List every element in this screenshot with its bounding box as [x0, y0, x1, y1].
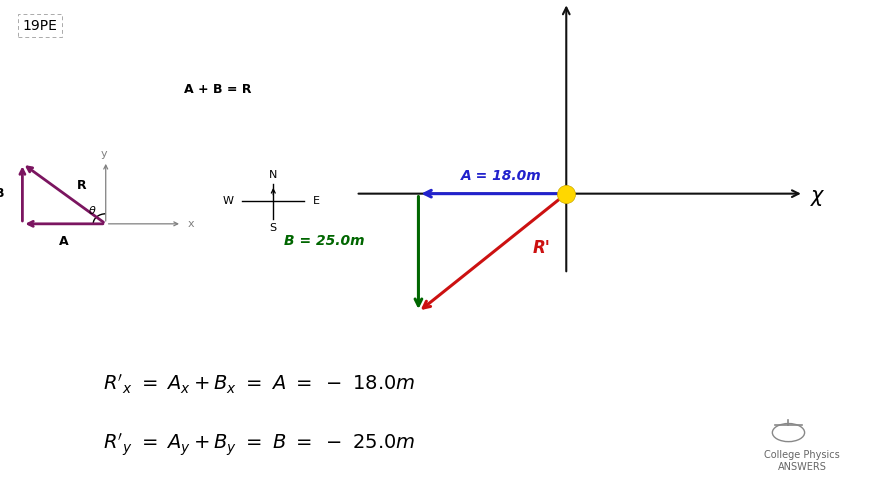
Text: R': R': [533, 239, 550, 257]
Text: R: R: [77, 179, 86, 192]
Text: 19PE: 19PE: [22, 19, 57, 33]
Text: S: S: [270, 223, 277, 232]
Text: y: y: [100, 149, 108, 159]
Text: E: E: [313, 196, 320, 206]
Text: B = 25.0m: B = 25.0m: [284, 234, 365, 248]
Text: $\chi$: $\chi$: [810, 188, 826, 208]
Text: A + B = R: A + B = R: [184, 83, 251, 96]
Text: $R'_y\ =\ A_y + B_y\ =\ B\ =\ -\ 25.0m$: $R'_y\ =\ A_y + B_y\ =\ B\ =\ -\ 25.0m$: [103, 432, 416, 458]
Text: A = 18.0m: A = 18.0m: [461, 169, 542, 183]
Text: N: N: [269, 170, 278, 180]
Text: W: W: [223, 196, 234, 206]
Text: $\theta$: $\theta$: [88, 204, 97, 216]
Text: College Physics
ANSWERS: College Physics ANSWERS: [764, 450, 840, 472]
Text: $R'_x\ =\ A_x + B_x\ =\ A\ =\ -\ 18.0m$: $R'_x\ =\ A_x + B_x\ =\ A\ =\ -\ 18.0m$: [103, 373, 416, 396]
Text: x: x: [188, 219, 194, 229]
Text: A: A: [59, 235, 69, 248]
Text: B: B: [0, 187, 4, 200]
